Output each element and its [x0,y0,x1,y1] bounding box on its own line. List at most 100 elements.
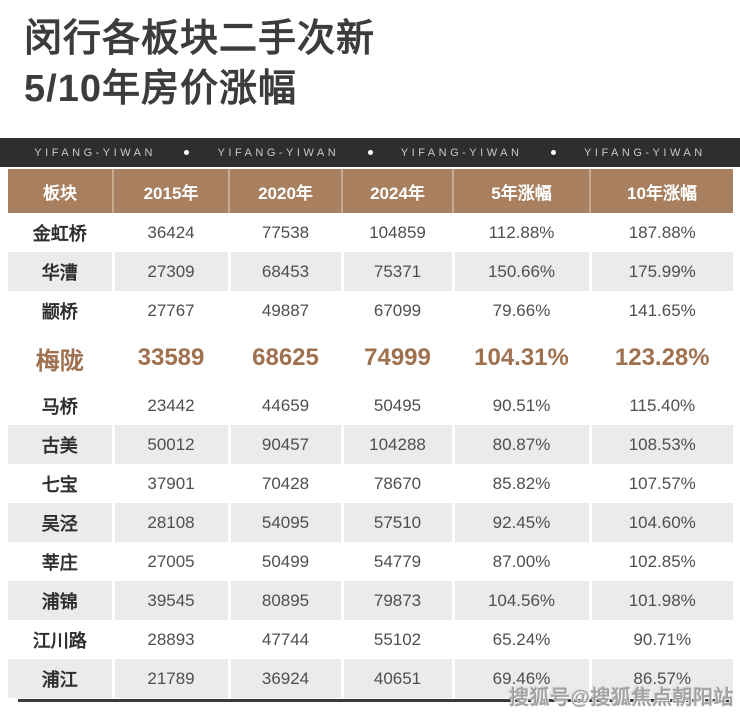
row-label: 江川路 [8,620,113,659]
table-cell: 27005 [111,542,229,581]
table-cell: 67099 [340,291,453,330]
table-cell: 69.46% [451,659,590,698]
table-cell: 92.45% [451,503,590,542]
header-row: 板块 2015年 2020年 2024年 5年涨幅 10年涨幅 [8,169,733,213]
table-row-华漕: 华漕 27309 68453 75371 150.66% 175.99% [8,252,733,291]
table-cell: 108.53% [588,425,733,464]
table-cell: 141.65% [588,291,733,330]
table-row-金虹桥: 金虹桥 36424 77538 104859 112.88% 187.88% [8,213,733,252]
column-header-0: 板块 [8,169,113,213]
table-header: 板块 2015年 2020年 2024年 5年涨幅 10年涨幅 [8,169,733,213]
row-label: 华漕 [8,252,113,291]
table-row-江川路: 江川路 28893 47744 55102 65.24% 90.71% [8,620,733,659]
table-cell: 54779 [340,542,453,581]
table-cell: 23442 [111,386,229,425]
table-row-马桥: 马桥 23442 44659 50495 90.51% 115.40% [8,386,733,425]
table-cell: 104.31% [451,330,590,386]
column-header-1: 2015年 [112,169,229,213]
table-cell: 90.71% [588,620,733,659]
table-cell: 68453 [227,252,342,291]
title-line-2: 5/10年房价涨幅 [24,68,297,110]
table-cell: 80.87% [451,425,590,464]
table-cell: 80895 [227,581,342,620]
column-header-5: 10年涨幅 [589,169,733,213]
row-label: 梅陇 [8,330,113,386]
table-cell: 85.82% [451,464,590,503]
table-cell: 74999 [340,330,453,386]
bullet-dot-icon [184,150,190,155]
table-cell: 27309 [111,252,229,291]
table-cell: 104.60% [588,503,733,542]
row-label: 浦江 [8,659,113,698]
table-cell: 28108 [111,503,229,542]
row-label: 金虹桥 [8,213,113,252]
table-cell: 115.40% [588,386,733,425]
bullet-dot-icon [550,150,556,155]
table-cell: 50495 [340,386,453,425]
row-label: 颛桥 [8,291,113,330]
table-cell: 123.28% [588,330,733,386]
table-cell: 49887 [227,291,342,330]
table-cell: 104859 [340,213,453,252]
brand-text: YIFANG-YIWAN [34,146,156,159]
table-cell: 90.51% [451,386,590,425]
table-cell: 90457 [227,425,342,464]
brand-text: YIFANG-YIWAN [217,146,340,159]
brand-banner: YIFANG-YIWAN YIFANG-YIWAN YIFANG-YIWAN YIFA… [0,138,740,167]
table-cell: 50499 [227,542,342,581]
table-cell: 40651 [340,659,453,698]
column-header-3: 2024年 [341,169,453,213]
table-cell: 77538 [227,213,342,252]
row-label: 浦锦 [8,581,113,620]
table-cell: 55102 [340,620,453,659]
table-cell: 150.66% [451,252,590,291]
table-cell: 28893 [111,620,229,659]
brand-text: YIFANG-YIWAN [584,146,706,159]
price-table: 板块 2015年 2020年 2024年 5年涨幅 10年涨幅 金虹桥 36424 77538… [8,169,733,698]
table-row-浦江: 浦江 21789 36924 40651 69.46% 86.57% [8,659,733,698]
bottom-rule [18,699,730,702]
table-cell: 175.99% [588,252,733,291]
table-row-莘庄: 莘庄 27005 50499 54779 87.00% 102.85% [8,542,733,581]
table-cell: 47744 [227,620,342,659]
table-cell: 78670 [340,464,453,503]
table-cell: 75371 [340,252,453,291]
table-row-梅陇: 梅陇 33589 68625 74999 104.31% 123.28% [8,330,733,386]
table-cell: 104.56% [451,581,590,620]
table-row-古美: 古美 50012 90457 104288 80.87% 108.53% [8,425,733,464]
title-line-1: 闵行各板块二手次新 [24,18,376,60]
table-row-浦锦: 浦锦 39545 80895 79873 104.56% 101.98% [8,581,733,620]
table-row-七宝: 七宝 37901 70428 78670 85.82% 107.57% [8,464,733,503]
table-cell: 21789 [111,659,229,698]
table-cell: 37901 [111,464,229,503]
row-label: 古美 [8,425,113,464]
table-cell: 86.57% [588,659,733,698]
column-header-4: 5年涨幅 [452,169,590,213]
row-label: 莘庄 [8,542,113,581]
column-header-2: 2020年 [228,169,342,213]
row-label: 七宝 [8,464,113,503]
table-row-颛桥: 颛桥 27767 49887 67099 79.66% 141.65% [8,291,733,330]
bullet-dot-icon [367,150,373,155]
table-cell: 112.88% [451,213,590,252]
row-label: 吴泾 [8,503,113,542]
table-cell: 65.24% [451,620,590,659]
table-cell: 79.66% [451,291,590,330]
table-cell: 54095 [227,503,342,542]
table-cell: 57510 [340,503,453,542]
table-cell: 87.00% [451,542,590,581]
table-cell: 187.88% [588,213,733,252]
table-cell: 33589 [111,330,229,386]
table-cell: 39545 [111,581,229,620]
table-cell: 102.85% [588,542,733,581]
page-title: 闵行各板块二手次新 5/10年房价涨幅 [24,14,375,114]
table-cell: 79873 [340,581,453,620]
table-cell: 101.98% [588,581,733,620]
table-cell: 70428 [227,464,342,503]
table-cell: 50012 [111,425,229,464]
table-cell: 27767 [111,291,229,330]
table-cell: 104288 [340,425,453,464]
brand-text: YIFANG-YIWAN [400,146,523,159]
table-cell: 107.57% [588,464,733,503]
table-cell: 44659 [227,386,342,425]
